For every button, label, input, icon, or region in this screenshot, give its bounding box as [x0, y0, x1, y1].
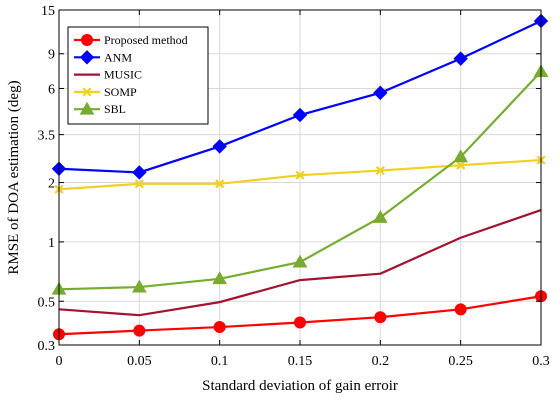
data-point-proposed-method	[294, 316, 306, 329]
data-point-proposed-method	[374, 311, 387, 324]
series-line-music	[58, 209, 542, 317]
y-tick-label: 2	[48, 177, 55, 192]
data-point-somp	[134, 179, 144, 189]
x-tick-label: 0.1	[211, 354, 229, 369]
x-axis-label: Standard deviation of gain erroir	[202, 378, 398, 394]
data-point-anm	[373, 85, 388, 101]
legend-marker-somp	[82, 87, 92, 97]
legend-label-anm: ANM	[104, 50, 132, 64]
legend-marker-sbl	[79, 101, 95, 115]
legend-label-proposed-method: Proposed method	[104, 33, 188, 47]
x-tick-label: 0.25	[448, 354, 473, 369]
series-layer	[51, 13, 549, 341]
data-point-sbl	[372, 209, 388, 223]
x-tick-label: 0.3	[532, 354, 550, 369]
data-point-sbl	[453, 149, 469, 163]
x-tick-label: 0.15	[288, 354, 313, 369]
data-point-anm	[212, 139, 227, 154]
data-point-sbl	[292, 254, 308, 268]
y-axis-label: RMSE of DOA estimation (deg)	[6, 80, 22, 274]
y-tick-label: 0.5	[38, 295, 56, 310]
y-tick-label: 15	[41, 4, 55, 19]
y-tick-label: 6	[48, 82, 55, 97]
y-tick-label: 3.5	[38, 129, 56, 144]
y-tick-label: 1	[48, 236, 55, 251]
data-point-somp	[456, 160, 466, 170]
legend-marker-anm	[79, 50, 95, 65]
legend-label-sbl: SBL	[104, 102, 126, 116]
data-point-somp	[375, 165, 385, 176]
data-point-sbl	[212, 271, 228, 285]
data-point-somp	[295, 170, 305, 180]
x-tick-label: 0.05	[127, 354, 152, 369]
y-tick-label: 9	[48, 48, 55, 63]
data-point-proposed-method	[133, 324, 146, 337]
legend-label-somp: SOMP	[104, 85, 137, 99]
x-tick-label: 0	[56, 354, 63, 369]
data-point-somp	[215, 179, 225, 189]
data-point-proposed-method	[454, 303, 467, 316]
data-point-anm	[292, 107, 308, 123]
data-point-sbl	[131, 279, 147, 293]
data-point-anm	[132, 165, 147, 180]
y-tick-label: 0.3	[38, 339, 56, 354]
legend-label-music: MUSIC	[104, 68, 142, 82]
axis-ticks: 0 0.05 0.1 0.15 0.2 0.25 0.3 0.3 0.5 1 2 3.5 6 9 15	[38, 4, 550, 369]
legend-marker-proposed-method	[81, 34, 93, 46]
data-point-anm	[453, 51, 468, 66]
legend: Proposed method ANM MUSIC SOMP SBL	[67, 26, 209, 125]
data-point-proposed-method	[213, 321, 226, 334]
x-tick-label: 0.2	[372, 354, 390, 369]
